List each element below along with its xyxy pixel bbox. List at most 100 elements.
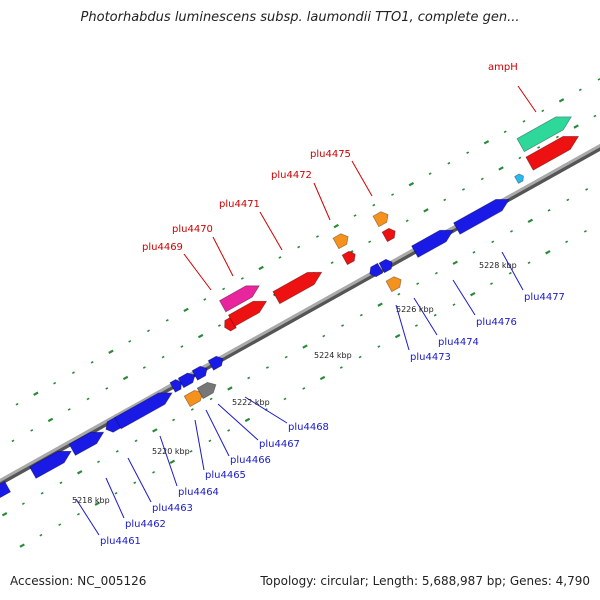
tick-rows (1, 78, 600, 548)
gene-labels[interactable]: ampH plu4475 plu4472 plu4471 plu4470 plu4469 p… (100, 62, 565, 547)
tick-mark (161, 355, 165, 359)
label-ampH-leader (517, 85, 537, 113)
tick-mark (391, 193, 395, 196)
tick-mark (90, 360, 94, 364)
label-plu4464: plu4464 (178, 487, 219, 498)
tick-mark (377, 345, 381, 348)
gene-plu4477[interactable] (453, 198, 510, 235)
tick-mark (353, 214, 357, 217)
gene-plu4468[interactable] (196, 381, 217, 400)
tick-mark (339, 366, 343, 369)
gene-plu4469b[interactable] (227, 300, 268, 327)
gene-ampH-b[interactable] (525, 135, 580, 171)
gene-plu4463[interactable] (68, 431, 105, 456)
tick-mark (152, 470, 156, 474)
tick-mark (172, 418, 176, 422)
gene-plu4465[interactable] (114, 392, 173, 430)
tick-mark (108, 349, 114, 354)
label-plu4467-leader (217, 403, 259, 441)
tick-mark (583, 230, 587, 233)
gene-plu4467a[interactable] (177, 372, 196, 389)
gene-plu4476[interactable] (411, 229, 454, 258)
tick-mark (414, 324, 418, 327)
scale-label: 5220 kbp (152, 447, 190, 456)
tick-mark (466, 151, 470, 155)
gene-plu4467b[interactable] (191, 365, 208, 381)
tick-mark (33, 391, 39, 396)
tick-mark (541, 109, 545, 113)
map-title: Photorhabdus luminescens subsp. laumondi… (80, 10, 520, 25)
tick-mark (86, 397, 90, 401)
tick-mark (203, 298, 207, 301)
gene-plu4461[interactable] (0, 480, 12, 499)
tick-mark (97, 460, 100, 464)
tick-mark (408, 181, 415, 187)
tick-mark (315, 235, 319, 238)
label-plu4463-leader (127, 457, 152, 503)
tick-mark (114, 491, 118, 495)
tick-mark (152, 428, 158, 433)
tick-mark (169, 459, 176, 464)
tick-mark (76, 470, 83, 475)
label-plu4465-leader (194, 419, 205, 471)
tick-mark (434, 271, 438, 275)
tick-mark (94, 501, 100, 506)
gene-plu4470[interactable] (218, 285, 261, 313)
label-plu4463: plu4463 (152, 503, 193, 514)
gene-plu4462[interactable] (29, 450, 72, 479)
tick-mark (470, 291, 476, 297)
gene-plu4475a[interactable] (372, 211, 389, 228)
tick-mark (240, 277, 244, 280)
gene-plu4474[interactable] (378, 258, 393, 274)
tick-mark (39, 533, 43, 537)
tick-mark (40, 491, 44, 495)
tick-mark (297, 245, 301, 249)
label-plu4466: plu4466 (230, 455, 271, 466)
label-plu4468-leader (244, 396, 288, 424)
label-plu4476: plu4476 (476, 317, 517, 328)
gene-plu4475b[interactable] (381, 227, 396, 243)
tick-mark (302, 344, 308, 349)
tick-mark (244, 417, 251, 423)
tick-mark (578, 88, 582, 92)
label-plu4477-leader (501, 251, 524, 291)
tick-mark (377, 302, 383, 307)
label-plu4471: plu4471 (219, 199, 260, 210)
scale-label: 5228 kbp (479, 261, 517, 270)
gene-cyan[interactable] (514, 173, 524, 184)
gene-plu4472b[interactable] (341, 250, 356, 266)
tick-mark (208, 439, 212, 443)
gene-plu4472a[interactable] (332, 233, 349, 250)
tick-mark (480, 177, 484, 181)
label-plu4475-leader (351, 160, 373, 197)
gene-plu4466[interactable] (169, 379, 182, 393)
genome-summary: Topology: circular; Length: 5,688,987 bp… (260, 574, 590, 588)
tick-mark (555, 135, 559, 139)
gene-plu4471[interactable] (272, 271, 323, 305)
label-plu4474: plu4474 (438, 337, 479, 348)
tick-mark (498, 166, 504, 171)
gene-track[interactable] (0, 116, 580, 499)
gene-plu4467c[interactable] (207, 355, 224, 371)
tick-mark (265, 366, 269, 369)
label-plu4468: plu4468 (288, 422, 329, 433)
tick-mark (503, 130, 507, 134)
scale-label: 5224 kbp (314, 351, 352, 360)
tick-mark (180, 345, 184, 348)
tick-mark (405, 219, 409, 223)
tick-mark (115, 450, 119, 453)
gene-plu4467[interactable] (183, 389, 204, 408)
tick-mark (585, 188, 589, 191)
tick-mark (522, 119, 526, 123)
tick-mark (452, 260, 458, 265)
tick-mark (358, 355, 362, 359)
tick-mark (545, 250, 551, 255)
tick-mark (472, 250, 476, 254)
tick-mark (222, 287, 226, 291)
gene-plu4473[interactable] (369, 262, 384, 278)
label-plu4475: plu4475 (310, 149, 351, 160)
gene-plu4474b[interactable] (385, 276, 402, 293)
label-plu4461: plu4461 (100, 536, 141, 547)
gene-ampH-a[interactable] (516, 116, 573, 153)
